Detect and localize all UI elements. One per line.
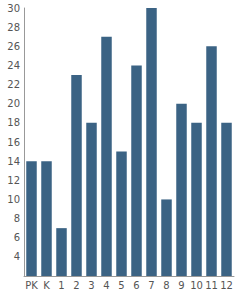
svg-text:14: 14 (7, 156, 20, 167)
svg-text:26: 26 (7, 41, 20, 52)
svg-text:28: 28 (7, 22, 20, 33)
svg-text:6: 6 (14, 232, 20, 243)
svg-text:10: 10 (190, 280, 203, 291)
svg-text:16: 16 (7, 137, 20, 148)
svg-text:22: 22 (7, 79, 20, 90)
svg-text:4: 4 (14, 251, 20, 262)
svg-text:20: 20 (7, 98, 20, 109)
svg-text:12: 12 (220, 280, 233, 291)
svg-text:7: 7 (148, 280, 154, 291)
svg-text:K: K (43, 280, 50, 291)
svg-text:10: 10 (7, 194, 20, 205)
svg-text:4: 4 (103, 280, 109, 291)
svg-text:PK: PK (25, 280, 38, 291)
svg-text:8: 8 (14, 213, 20, 224)
svg-text:2: 2 (73, 280, 79, 291)
svg-text:24: 24 (7, 60, 20, 71)
svg-text:5: 5 (118, 280, 124, 291)
svg-text:8: 8 (163, 280, 169, 291)
svg-text:3: 3 (88, 280, 94, 291)
svg-text:9: 9 (178, 280, 184, 291)
svg-text:6: 6 (133, 280, 139, 291)
svg-text:30: 30 (7, 3, 20, 14)
svg-text:12: 12 (7, 175, 20, 186)
svg-text:1: 1 (58, 280, 64, 291)
svg-text:18: 18 (7, 117, 20, 128)
svg-text:11: 11 (205, 280, 218, 291)
